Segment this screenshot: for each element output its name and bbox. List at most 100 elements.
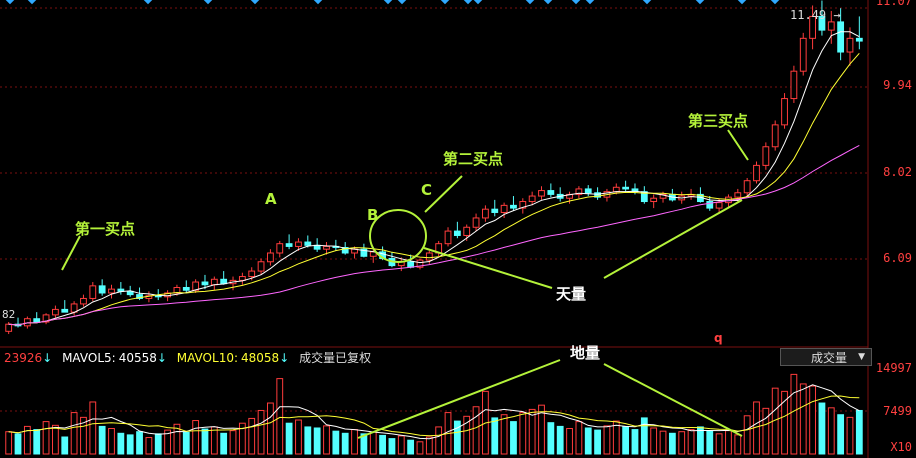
volume-bar-1	[14, 433, 22, 455]
volume-bars	[5, 373, 863, 455]
candle-body-91	[855, 37, 863, 42]
candle-body-56	[528, 195, 536, 203]
candle-body-45	[425, 252, 433, 261]
annotation-b: B	[367, 206, 379, 224]
top-marker-9	[463, 0, 473, 5]
volume-bar-89	[837, 414, 845, 455]
candle-body-50	[472, 217, 480, 228]
annotation-tianliang: 天量	[556, 285, 587, 303]
candle-body-57	[538, 190, 545, 197]
candle-body-75	[706, 201, 714, 209]
volume-bar-61	[575, 421, 583, 455]
volume-bar-85	[799, 383, 807, 455]
volume-bar-70	[659, 430, 667, 455]
candle-body-44	[416, 259, 424, 268]
annotation-diliang: 地量	[570, 344, 601, 362]
top-marker-7	[397, 0, 407, 5]
volume-bar-43	[407, 439, 415, 455]
candle-body-19	[182, 287, 190, 291]
buy2-pointer	[424, 175, 463, 213]
candle-body-62	[584, 188, 592, 194]
candle-body-53	[500, 204, 508, 213]
candle-body-70	[659, 193, 667, 199]
candle-body-13	[126, 290, 134, 296]
volume-bar-74	[697, 426, 704, 455]
candle-body-9	[89, 285, 97, 299]
price-tick-1: 11.07	[875, 0, 912, 8]
candle-body-28	[267, 252, 274, 263]
top-marker-13	[571, 0, 581, 5]
volume-bar-7	[70, 412, 78, 455]
volume-bar-41	[388, 438, 396, 455]
volume-bar-69	[650, 427, 658, 455]
ma30-line	[8, 144, 860, 326]
candle-body-34	[323, 245, 330, 250]
volume-legend: 23926↓ MAVOL5: 40558↓ MAVOL10: 48058↓ 成交量已…	[0, 349, 916, 367]
volume-bar-53	[500, 414, 508, 455]
candle-body-85	[799, 37, 807, 72]
volume-bar-2	[23, 425, 31, 455]
candle-body-43	[407, 261, 415, 268]
candle-body-81	[762, 146, 770, 166]
volume-bar-21	[201, 428, 209, 455]
top-marker-0	[5, 0, 15, 5]
volume-bar-16	[154, 433, 162, 455]
volume-bar-28	[267, 402, 274, 455]
top-marker-17	[737, 0, 747, 5]
candle-body-22	[210, 278, 218, 286]
volume-bar-77	[725, 430, 732, 455]
volume-bar-67	[631, 429, 639, 455]
candle-body-10	[98, 285, 106, 294]
candle-body-66	[622, 186, 630, 190]
candle-body-14	[136, 294, 143, 299]
candle-body-2	[23, 318, 31, 327]
volume-bar-31	[295, 419, 302, 455]
volume-bar-73	[687, 429, 695, 455]
candle-body-31	[295, 241, 302, 247]
volume-bar-48	[453, 420, 461, 455]
candle-body-48	[453, 230, 461, 236]
volume-bar-66	[622, 426, 630, 455]
volume-bar-24	[229, 430, 237, 455]
candle-body-78	[734, 192, 742, 198]
volume-bar-52	[491, 417, 499, 455]
volume-bar-39	[369, 431, 377, 455]
volume-bar-62	[584, 427, 592, 455]
candle-body-58	[547, 190, 555, 195]
volume-bar-60	[566, 428, 573, 455]
volume-bar-37	[351, 429, 358, 455]
annotation-buy2: 第二买点	[443, 150, 504, 168]
candle-body-30	[285, 243, 293, 247]
volume-bar-5	[52, 424, 59, 455]
chevron-down-icon: ▼	[858, 352, 865, 362]
volume-bar-57	[538, 404, 545, 455]
ma5-line	[8, 31, 860, 326]
volume-bar-71	[668, 432, 676, 455]
volume-ma5-line	[8, 384, 860, 440]
candle-body-5	[52, 308, 59, 316]
volume-tick-2: 7499	[883, 404, 912, 418]
diliang-pointer-left	[357, 359, 561, 439]
volume-bar-9	[89, 401, 97, 455]
top-marker-15	[642, 0, 652, 5]
candle-body-63	[594, 192, 601, 198]
volume-bar-30	[285, 422, 293, 455]
volume-bar-46	[435, 426, 443, 455]
volume-bar-34	[323, 425, 330, 455]
buy3-pointer	[727, 129, 749, 161]
volume-bar-0	[5, 431, 13, 455]
candle-body-68	[640, 191, 648, 203]
indicator-select[interactable]: 成交量 ▼	[780, 348, 872, 366]
candle-body-52	[491, 208, 499, 213]
volume-bar-84	[790, 373, 798, 455]
grid-lines	[0, 0, 869, 458]
diliang-pointer-right	[603, 363, 743, 437]
volume-bar-65	[612, 420, 620, 455]
volume-bar-56	[528, 408, 536, 455]
volume-bar-90	[846, 416, 854, 455]
volume-bar-40	[379, 434, 386, 455]
candle-body-47	[444, 230, 452, 245]
adjusted-volume-text: 成交量已复权	[299, 351, 372, 365]
volume-bar-42	[397, 435, 405, 455]
